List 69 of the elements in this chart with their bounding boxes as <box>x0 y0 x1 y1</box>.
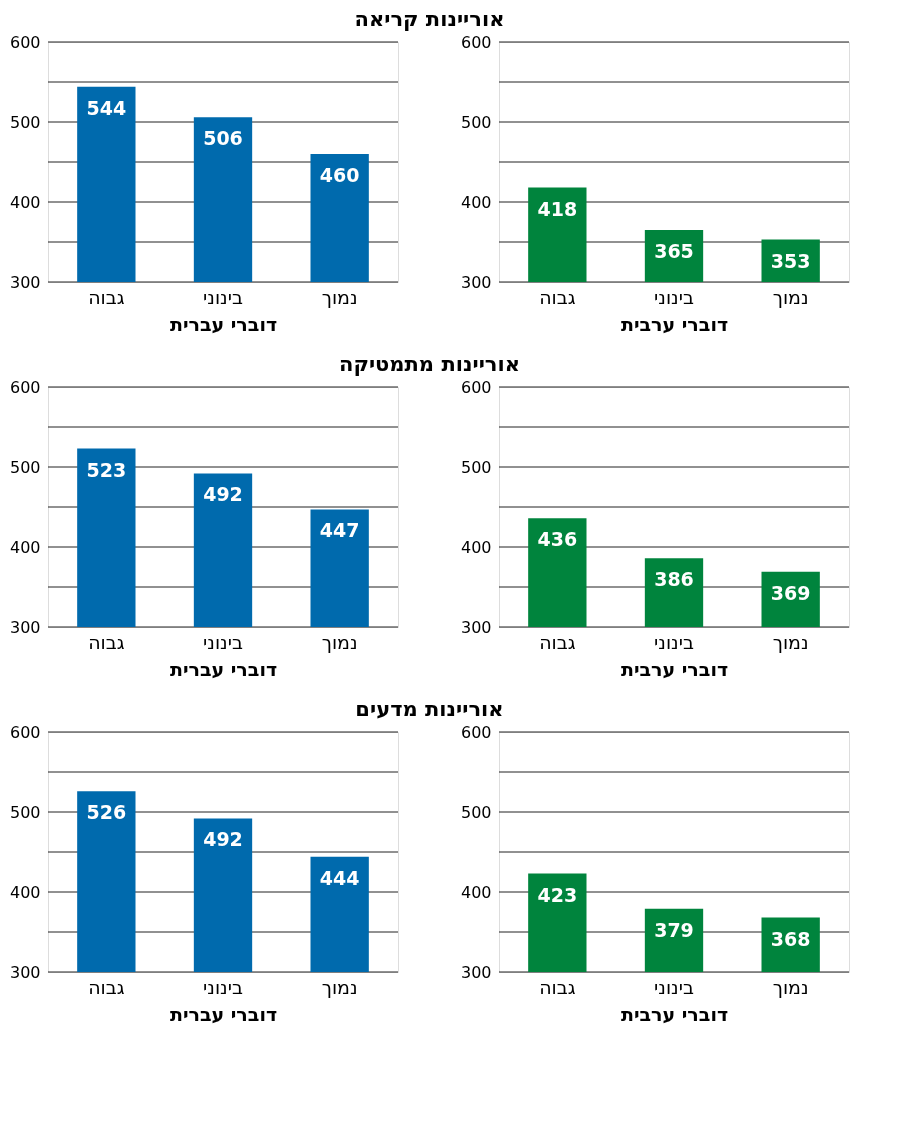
y-tick-label: 600 <box>460 32 492 52</box>
x-tick-label: נמוך <box>772 975 809 998</box>
x-axis-title: דוברי עברית <box>169 312 278 335</box>
y-tick-label: 400 <box>460 537 492 557</box>
data-label: 447 <box>319 519 360 542</box>
data-label: 492 <box>203 483 243 506</box>
data-label: 436 <box>537 528 578 551</box>
x-tick-label: בינוני <box>203 285 243 308</box>
data-label: 418 <box>537 197 578 220</box>
y-tick-label: 400 <box>9 882 41 902</box>
x-tick-label: בינוני <box>203 975 243 998</box>
x-axis-title: דוברי עברית <box>169 657 278 680</box>
y-tick-label: 400 <box>460 882 492 902</box>
y-tick-label: 500 <box>460 802 492 822</box>
y-tick-label: 300 <box>9 617 41 637</box>
x-tick-label: נמוך <box>772 630 809 653</box>
data-label: 368 <box>770 927 811 950</box>
x-tick-label: גבוה <box>88 975 125 998</box>
x-axis-title: דוברי ערבית <box>620 1002 729 1025</box>
x-tick-label: בינוני <box>654 630 694 653</box>
y-tick-label: 600 <box>9 722 41 742</box>
y-tick-label: 400 <box>460 192 492 212</box>
x-tick-label: גבוה <box>539 975 576 998</box>
chart-title: אוריינות מדעים <box>355 696 504 721</box>
data-label: 386 <box>654 568 694 591</box>
x-tick-label: בינוני <box>203 630 243 653</box>
y-tick-label: 500 <box>9 457 41 477</box>
y-tick-label: 300 <box>9 272 41 292</box>
y-tick-label: 600 <box>460 377 492 397</box>
x-tick-label: נמוך <box>321 630 358 653</box>
x-tick-label: בינוני <box>654 975 694 998</box>
y-tick-label: 300 <box>460 962 492 982</box>
y-tick-label: 300 <box>460 617 492 637</box>
y-tick-label: 500 <box>460 457 492 477</box>
y-tick-label: 300 <box>9 962 41 982</box>
x-tick-label: נמוך <box>772 285 809 308</box>
x-tick-label: גבוה <box>539 630 576 653</box>
data-label: 523 <box>86 458 127 481</box>
data-label: 506 <box>203 127 243 150</box>
chart-title: אוריינות מתמטיקה <box>339 351 520 376</box>
data-label: 369 <box>770 581 811 604</box>
y-tick-label: 500 <box>9 802 41 822</box>
data-label: 444 <box>319 866 360 889</box>
x-tick-label: גבוה <box>539 285 576 308</box>
data-label: 423 <box>537 883 578 906</box>
data-label: 492 <box>203 828 243 851</box>
data-label: 460 <box>319 164 360 186</box>
data-label: 526 <box>86 801 127 824</box>
x-axis-title: דוברי ערבית <box>620 312 729 335</box>
x-tick-label: נמוך <box>321 975 358 998</box>
chart-title: אוריינות קריאה <box>354 6 505 31</box>
y-tick-label: 600 <box>9 377 41 397</box>
x-tick-label: נמוך <box>321 285 358 308</box>
data-label: 353 <box>770 249 811 272</box>
data-label: 544 <box>86 96 127 119</box>
y-tick-label: 500 <box>9 112 41 132</box>
x-tick-label: גבוה <box>88 630 125 653</box>
x-tick-label: גבוה <box>88 285 125 308</box>
y-tick-label: 400 <box>9 537 41 557</box>
data-label: 365 <box>654 240 694 262</box>
y-tick-label: 300 <box>460 272 492 292</box>
data-label: 379 <box>654 918 694 941</box>
x-axis-title: דוברי ערבית <box>620 657 729 680</box>
y-tick-label: 600 <box>9 32 41 52</box>
y-tick-label: 500 <box>460 112 492 132</box>
y-tick-label: 400 <box>9 192 41 212</box>
y-tick-label: 600 <box>460 722 492 742</box>
x-tick-label: בינוני <box>654 285 694 308</box>
x-axis-title: דוברי עברית <box>169 1002 278 1025</box>
